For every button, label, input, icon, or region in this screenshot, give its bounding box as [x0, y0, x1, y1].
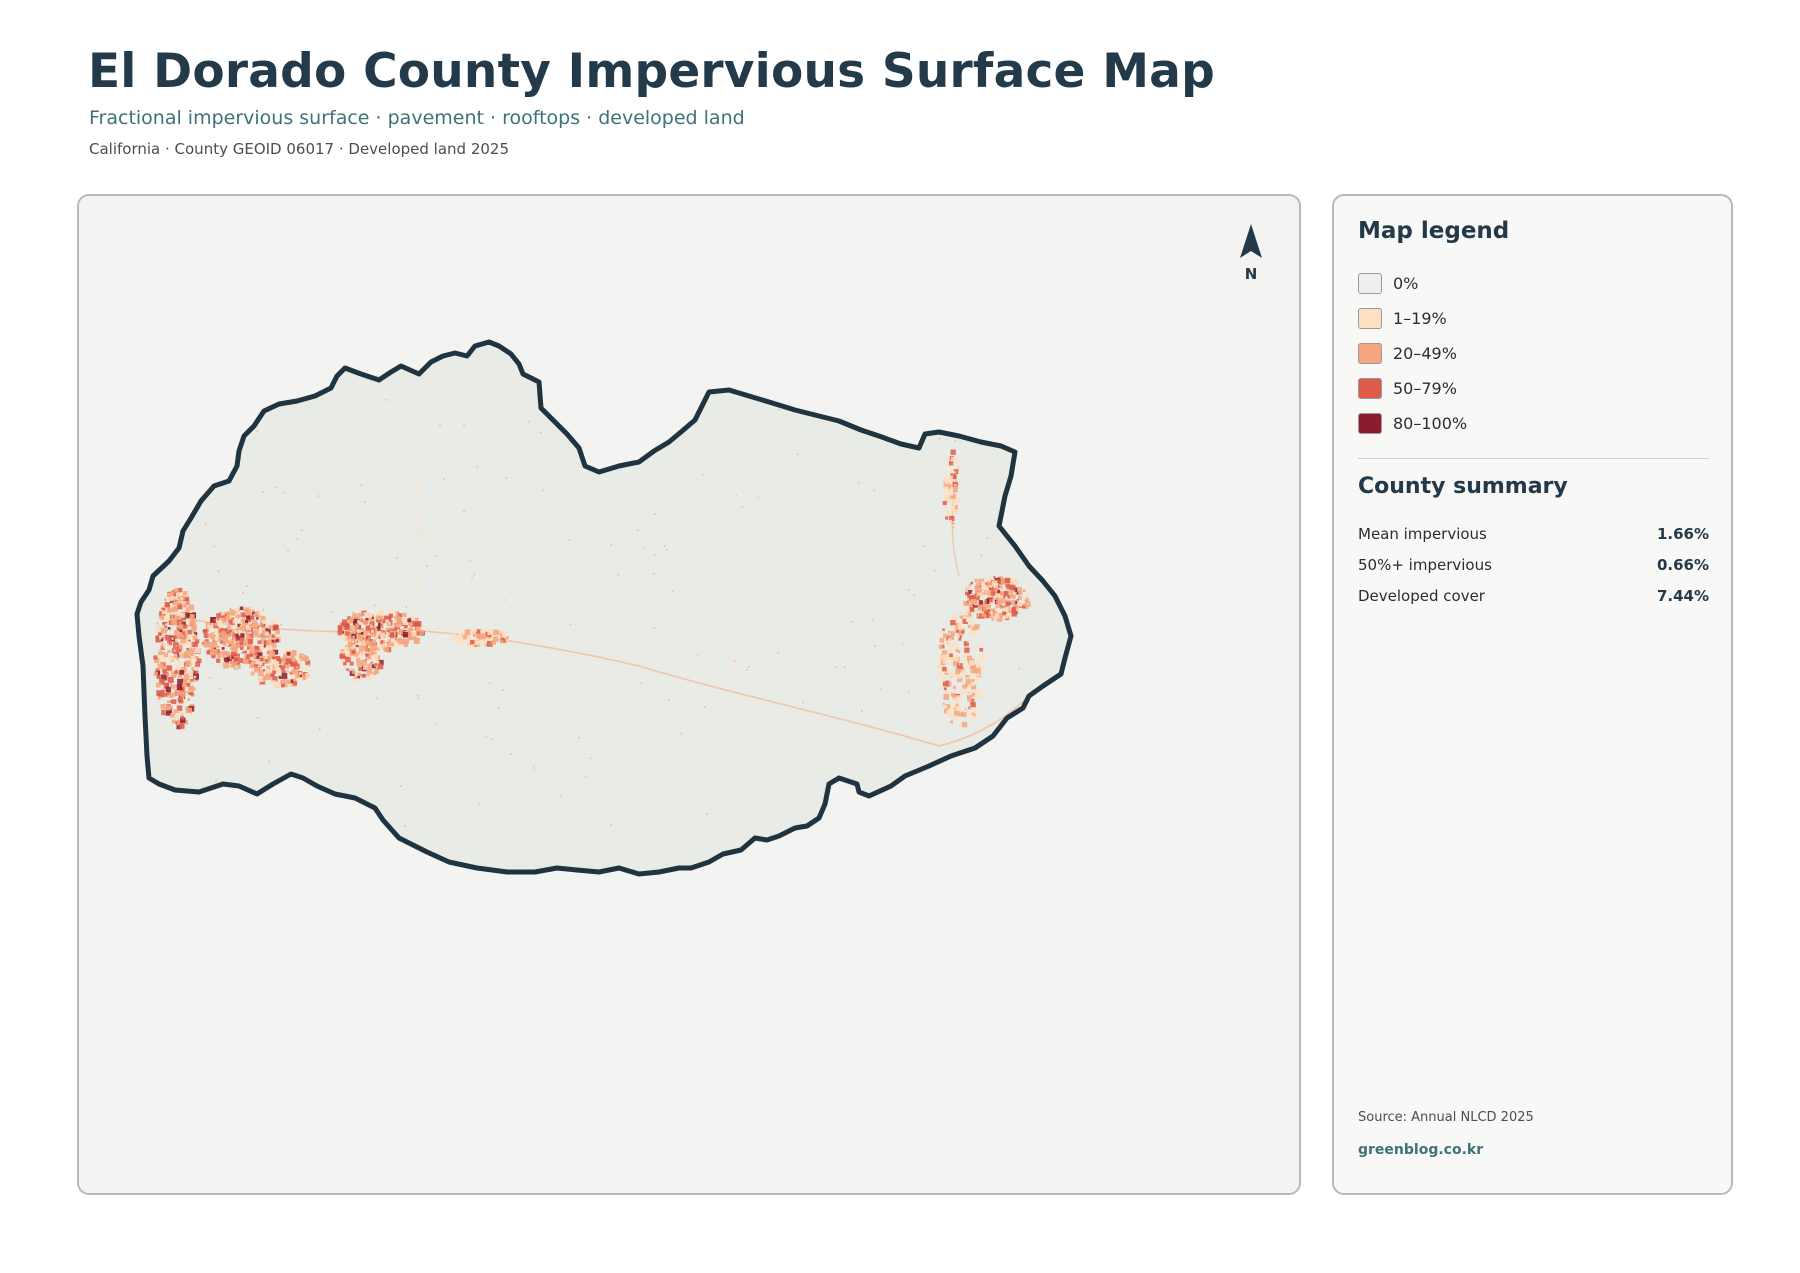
- legend-title: Map legend: [1358, 218, 1510, 244]
- stat-row: 50%+ impervious 0.66%: [1358, 549, 1709, 580]
- map-panel[interactable]: N: [77, 194, 1301, 1195]
- stat-value: 1.66%: [1656, 524, 1709, 543]
- legend-item: 20–49%: [1358, 336, 1467, 371]
- legend-item: 80–100%: [1358, 406, 1467, 441]
- source-note: Source: Annual NLCD 2025: [1358, 1110, 1534, 1125]
- map-subtitle: Fractional impervious surface · pavement…: [89, 107, 745, 129]
- county-land: [137, 342, 1071, 874]
- summary-title: County summary: [1358, 474, 1568, 499]
- north-arrow: N: [1231, 224, 1271, 283]
- legend-swatch: [1358, 413, 1382, 434]
- legend-label: 50–79%: [1393, 379, 1457, 398]
- county-boundary: [134, 339, 1074, 877]
- stat-label: 50%+ impervious: [1358, 555, 1492, 574]
- stat-label: Developed cover: [1358, 586, 1485, 605]
- legend-divider: [1358, 458, 1709, 459]
- legend-swatch: [1358, 273, 1382, 294]
- legend-swatch: [1358, 308, 1382, 329]
- legend-label: 20–49%: [1393, 344, 1457, 363]
- legend-item: 50–79%: [1358, 371, 1467, 406]
- legend-item: 0%: [1358, 266, 1467, 301]
- map-title: El Dorado County Impervious Surface Map: [88, 44, 1215, 99]
- legend-panel: Map legend 0% 1–19% 20–49% 50–79% 80–100…: [1332, 194, 1733, 1195]
- legend-item: 1–19%: [1358, 301, 1467, 336]
- legend-label: 80–100%: [1393, 414, 1468, 433]
- legend-list: 0% 1–19% 20–49% 50–79% 80–100%: [1358, 266, 1467, 441]
- north-label: N: [1244, 265, 1258, 283]
- legend-swatch: [1358, 343, 1382, 364]
- site-link[interactable]: greenblog.co.kr: [1358, 1142, 1484, 1158]
- legend-label: 0%: [1393, 274, 1419, 293]
- map-meta: California · County GEOID 06017 · Develo…: [89, 140, 509, 158]
- summary-stats: Mean impervious 1.66% 50%+ impervious 0.…: [1358, 518, 1709, 611]
- stat-row: Mean impervious 1.66%: [1358, 518, 1709, 549]
- north-arrow-icon: [1240, 224, 1262, 258]
- stat-label: Mean impervious: [1358, 524, 1487, 543]
- legend-swatch: [1358, 378, 1382, 399]
- stat-row: Developed cover 7.44%: [1358, 580, 1709, 611]
- stat-value: 0.66%: [1656, 555, 1709, 574]
- legend-label: 1–19%: [1393, 309, 1447, 328]
- county-map[interactable]: [79, 196, 1301, 1195]
- stat-value: 7.44%: [1656, 586, 1709, 605]
